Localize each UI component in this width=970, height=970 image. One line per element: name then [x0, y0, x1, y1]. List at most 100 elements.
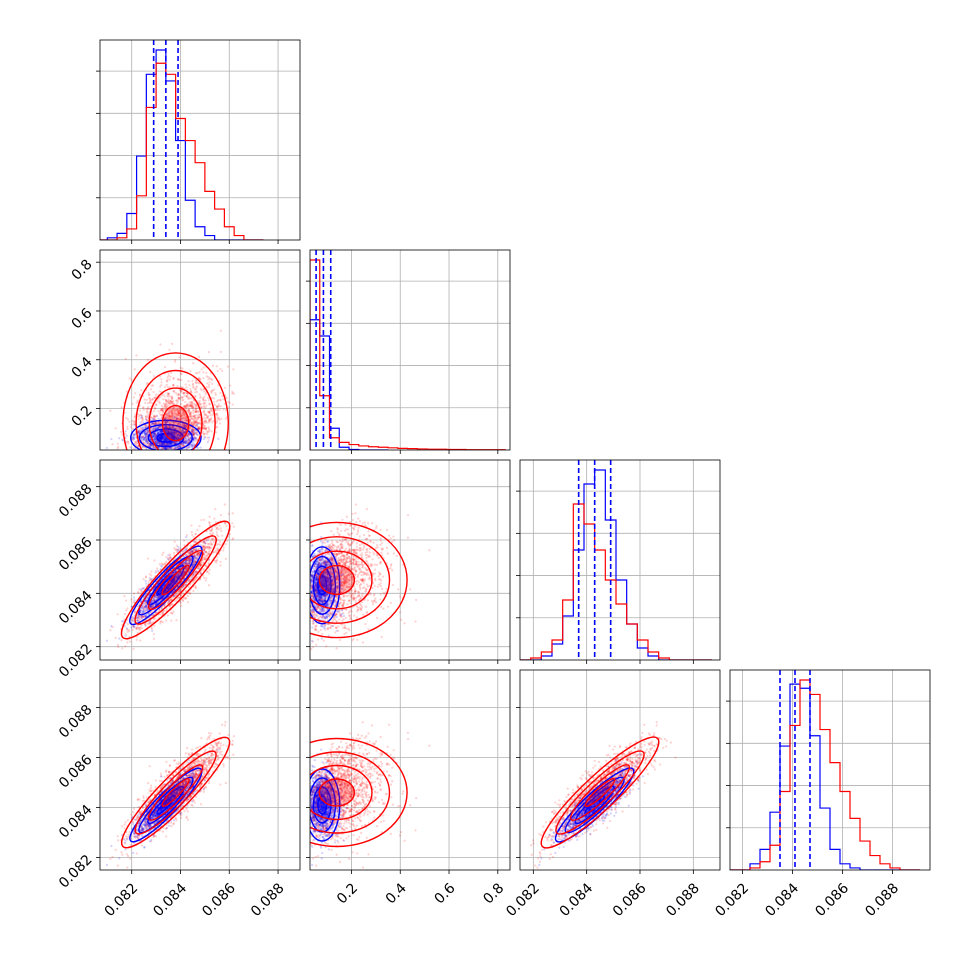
sample-point [181, 431, 184, 434]
sample-point [141, 416, 144, 420]
sample-point [170, 415, 174, 419]
sample-point [223, 402, 226, 405]
sample-point [193, 402, 196, 405]
sample-point [141, 435, 144, 438]
sample-point [211, 364, 214, 367]
sample-point [207, 396, 210, 399]
sample-point [149, 443, 152, 446]
sample-point [133, 437, 136, 441]
sample-point [190, 417, 193, 420]
sample-point [147, 393, 150, 396]
sample-point [193, 432, 196, 435]
sample-point [160, 378, 163, 381]
sample-point [153, 422, 156, 425]
sample-point [177, 422, 180, 425]
sample-point [185, 426, 188, 429]
sample-point [213, 403, 216, 406]
sample-point [178, 444, 181, 447]
sample-point [148, 444, 151, 447]
panel-0-0 [96, 39, 301, 244]
sample-point [219, 527, 222, 530]
sample-point [150, 416, 153, 419]
sample-point [154, 396, 157, 399]
sample-point [199, 396, 202, 400]
sample-point [204, 427, 207, 430]
sample-point [170, 410, 173, 413]
sample-point [193, 423, 196, 426]
y-tick-label: 0.6 [69, 305, 96, 332]
sample-point [216, 413, 219, 416]
sample-point [167, 401, 171, 405]
sample-point [162, 407, 165, 410]
sample-point [173, 421, 177, 424]
sample-point [146, 402, 150, 405]
sample-point [203, 416, 206, 419]
sample-point [181, 396, 184, 399]
sample-point [216, 556, 219, 559]
sample-point [185, 452, 187, 454]
sample-point [157, 417, 160, 420]
sample-point [228, 384, 232, 387]
sample-point [190, 524, 193, 527]
sample-point [154, 440, 157, 444]
sample-point [128, 377, 131, 380]
sample-point [217, 437, 220, 440]
sample-point [176, 427, 179, 430]
sample-point [205, 386, 209, 389]
sample-point [145, 439, 148, 442]
sample-point [181, 442, 184, 445]
sample-point [183, 423, 186, 426]
sample-point [202, 371, 205, 374]
sample-point [196, 446, 200, 450]
sample-point [204, 424, 207, 427]
sample-point [156, 431, 160, 434]
sample-point [176, 437, 179, 440]
sample-point [185, 406, 188, 409]
sample-point [206, 430, 209, 434]
sample-point [206, 433, 209, 436]
sample-point [191, 406, 194, 409]
sample-point [180, 373, 183, 376]
sample-point [184, 436, 187, 440]
sample-point [176, 384, 179, 388]
sample-point [160, 443, 163, 446]
sample-point [191, 417, 194, 420]
sample-point [199, 446, 202, 449]
sample-point [192, 386, 195, 389]
sample-point [168, 456, 170, 458]
sample-point [185, 424, 189, 428]
sample-point [209, 418, 212, 421]
sample-point [190, 406, 193, 409]
sample-point [173, 442, 176, 445]
sample-point [210, 543, 213, 547]
sample-point [151, 417, 155, 421]
sample-point [132, 647, 135, 650]
sample-point [140, 624, 143, 627]
sample-point [208, 428, 211, 432]
sample-point [207, 430, 211, 433]
sample-point [173, 360, 177, 363]
sample-point [173, 441, 176, 444]
sample-point [154, 421, 158, 424]
sample-point [180, 386, 184, 389]
contour-red [161, 404, 190, 442]
sample-point [171, 411, 174, 415]
sample-point [202, 421, 205, 424]
sample-point [194, 410, 197, 413]
sample-point [147, 414, 150, 418]
sample-point [202, 406, 206, 409]
sample-point [160, 437, 163, 440]
sample-point [176, 413, 179, 417]
sample-point [187, 441, 190, 444]
sample-point [165, 405, 168, 408]
sample-point [208, 403, 211, 406]
sample-point [215, 559, 218, 562]
sample-point [231, 392, 234, 395]
sample-point [222, 546, 225, 549]
sample-point [182, 441, 185, 445]
sample-point [169, 431, 172, 434]
sample-point [185, 394, 189, 398]
sample-point [189, 412, 192, 415]
sample-point [144, 416, 148, 419]
